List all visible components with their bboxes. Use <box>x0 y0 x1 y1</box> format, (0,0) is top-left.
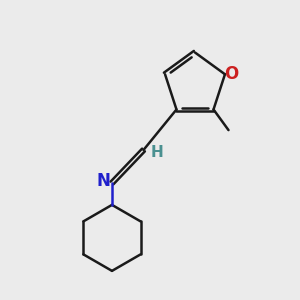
Text: H: H <box>151 145 164 160</box>
Text: O: O <box>224 65 239 83</box>
Text: N: N <box>97 172 110 190</box>
